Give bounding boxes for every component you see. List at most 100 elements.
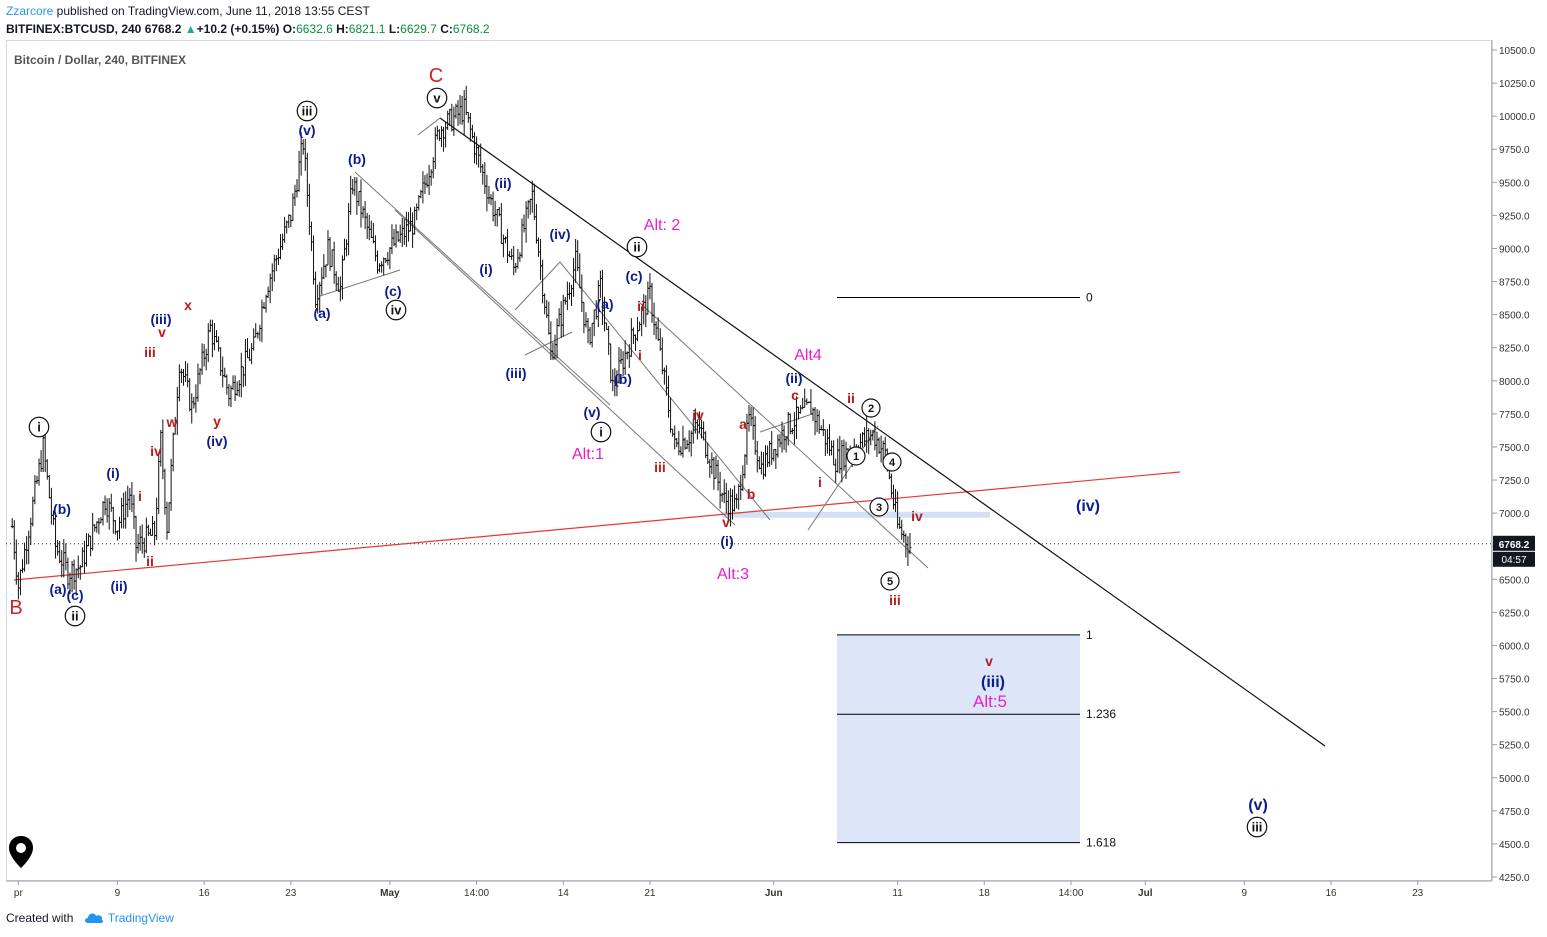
wave-label-w-i-circ: i (37, 420, 41, 435)
channel-line (394, 209, 736, 526)
wave-label-d-i-blue2: (i) (720, 533, 733, 549)
time-tick-label: 14:00 (464, 888, 489, 899)
time-tick-label: 9 (115, 888, 121, 899)
price-tick-label: 7750.0 (1499, 410, 1530, 421)
author-link[interactable]: Zzarcore (6, 4, 54, 18)
price-tick-label: 6000.0 (1499, 641, 1530, 652)
wave-label-w-iii-top: iii (302, 104, 313, 119)
price-tick-label: 4750.0 (1499, 807, 1530, 818)
channel-line (514, 261, 561, 311)
wave-label-w-x: x (184, 297, 192, 313)
wave-label-ring (590, 421, 612, 443)
price-tick-label: 7250.0 (1499, 476, 1530, 487)
open-value: 6632.6 (296, 22, 333, 36)
channel-line (319, 269, 401, 297)
close-label: C: (440, 22, 453, 36)
time-tick-label: 16 (199, 888, 211, 899)
time-tick-label: 11 (892, 888, 903, 899)
wave-label-d-iv-blue: (iv) (550, 226, 571, 242)
time-tick-label: 14 (558, 888, 570, 899)
price-tick-label: 8500.0 (1499, 311, 1530, 322)
price-tick-label: 7500.0 (1499, 443, 1530, 454)
wave-label-ring (626, 236, 648, 258)
price-tick-label: 10000.0 (1499, 112, 1536, 123)
price-tick-label: 4500.0 (1499, 840, 1530, 851)
wave-label-p-v-blue: (v) (1248, 797, 1268, 814)
fib-level-label: 0 (1086, 290, 1093, 304)
wave-label-d-ii-red2: ii (847, 390, 855, 406)
wave-label-ring (882, 452, 902, 472)
wave-label-d-a-red: a (739, 416, 747, 432)
wave-label-w-iii-red: iii (144, 344, 156, 360)
price-tick-label: 5250.0 (1499, 741, 1530, 752)
high-value: 6821.1 (348, 22, 386, 36)
wave-label-d-iv-red: iv (692, 407, 704, 423)
wave-label-w-iv-circ: iv (391, 303, 403, 318)
price-tick-label: 5000.0 (1499, 774, 1530, 785)
wave-label-d-iii-blue: (iii) (506, 365, 527, 381)
wave-label-d-ii-blue: (ii) (494, 175, 511, 191)
publish-info: published on TradingView.com, June 11, 2… (53, 4, 370, 18)
wave-label-p-iii-blue: (iii) (981, 674, 1005, 691)
up-arrow-icon: ▲ (184, 22, 197, 36)
location-pin-icon[interactable] (9, 836, 33, 868)
wave-label-d-alt3: Alt:3 (717, 566, 749, 583)
wave-label-w-ii-blue: (ii) (110, 578, 127, 594)
price-tick-label: 9750.0 (1499, 145, 1530, 156)
wave-label-w-c2: (c) (66, 587, 83, 603)
wave-label-w-ii-red: ii (146, 553, 154, 569)
time-tick-label: 18 (979, 888, 991, 899)
time-tick-label: pr (14, 888, 24, 899)
fib-level-label: 1.236 (1086, 707, 1116, 721)
price-tick-label: 6500.0 (1499, 575, 1530, 586)
wave-label-w-v-top: v (433, 91, 441, 106)
price-tick-label: 5500.0 (1499, 708, 1530, 719)
time-tick-label: 14:00 (1058, 888, 1083, 899)
wave-label-d-iii-red2: iii (889, 592, 901, 608)
tradingview-logo-link[interactable]: TradingView (83, 911, 174, 925)
wave-label-w-a2: (a) (49, 581, 66, 597)
price-tag-box (1493, 535, 1535, 551)
black-downtrend-line (439, 117, 1326, 747)
wave-label-d-ii-circ2: ii (633, 240, 640, 255)
tradingview-brand: TradingView (107, 911, 174, 925)
wave-label-w-a: (a) (313, 305, 330, 321)
channel-line (354, 171, 611, 406)
price-tick-label: 10250.0 (1499, 79, 1536, 90)
wave-label-d-alt2: Alt: 2 (644, 217, 681, 234)
wave-label-w-i-red: i (138, 488, 142, 504)
wave-label-ring (426, 87, 448, 109)
wave-label-w-w: w (166, 414, 178, 430)
wave-label-d-ii-blue2: (ii) (785, 370, 802, 386)
wave-label-ring (880, 571, 900, 591)
last-price: 6768.2 (144, 22, 182, 36)
wave-label-ring (296, 100, 318, 122)
wave-label-d-a-blue: (a) (596, 296, 613, 312)
price-change: +10.2 (+0.15%) (196, 22, 280, 36)
price-tick-label: 7000.0 (1499, 509, 1530, 520)
high-label: H: (336, 22, 349, 36)
wave-label-d-b-blue: (b) (614, 371, 632, 387)
wave-label-ring (28, 416, 50, 438)
price-tick-label: 5750.0 (1499, 675, 1530, 686)
wave-label-ring (846, 446, 866, 466)
wave-label-n4: 4 (889, 457, 896, 469)
wave-label-w-c: (c) (384, 283, 401, 299)
price-tick-label: 4250.0 (1499, 873, 1530, 884)
time-tick-label: 23 (1412, 888, 1424, 899)
wave-label-p-alt5: Alt:5 (973, 692, 1007, 711)
wave-label-d-iv-red2: iv (911, 508, 923, 524)
tradingview-cloud-icon (84, 913, 103, 923)
wave-label-w-i-blue: (i) (106, 465, 119, 481)
price-tick-label: 9250.0 (1499, 211, 1530, 222)
price-tick-label: 8250.0 (1499, 344, 1530, 355)
low-label: L: (388, 22, 401, 36)
wave-label-d-i-circ: i (599, 425, 603, 440)
price-tick-label: 8000.0 (1499, 377, 1530, 388)
price-tick-label: 9500.0 (1499, 178, 1530, 189)
wave-label-n3: 3 (876, 502, 882, 514)
wave-label-d-i-blue: (i) (479, 261, 492, 277)
close-value: 6768.2 (452, 22, 490, 36)
created-with-text: Created with (6, 911, 74, 925)
